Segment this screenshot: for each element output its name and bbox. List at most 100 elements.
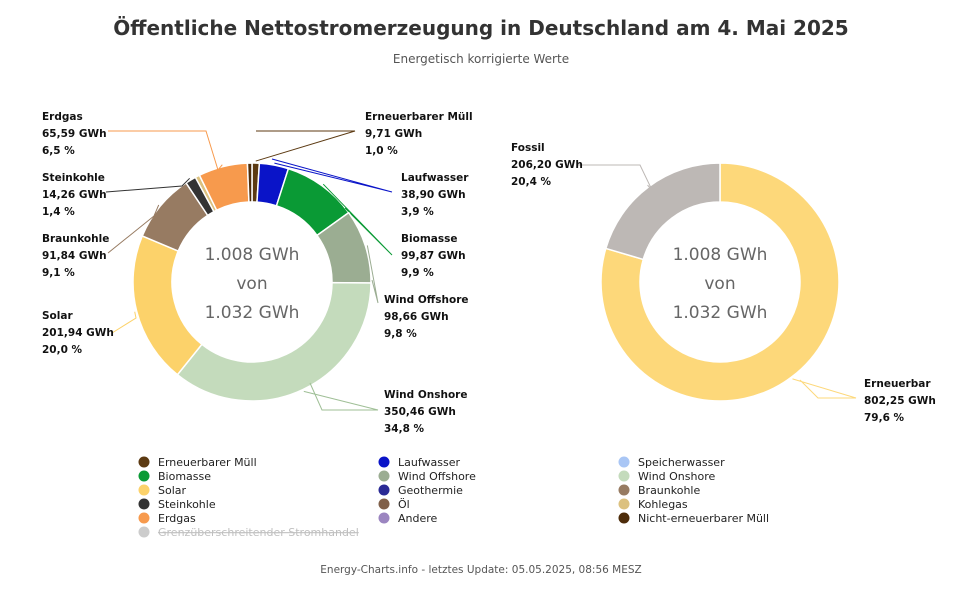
legend-label: Öl bbox=[398, 498, 410, 511]
pie-renewable-vs-fossil: Erneuerbar 802,25 GWh 79,6 % Fossil 206,20 G… bbox=[511, 142, 936, 424]
connector-erneuerbar bbox=[792, 378, 857, 399]
chart-subtitle: Energetisch korrigierte Werte bbox=[392, 52, 570, 66]
legend-item-nicht-erneuerbarer-muell[interactable]: Nicht-erneuerbarer Müll bbox=[618, 512, 770, 525]
legend-label: Braunkohle bbox=[638, 484, 700, 497]
footer-credit[interactable]: Energy-Charts.info - letztes Update: 05.… bbox=[320, 564, 642, 576]
legend-item-oel[interactable]: Öl bbox=[378, 498, 410, 511]
legend-item-geothermie[interactable]: Geothermie bbox=[378, 484, 464, 497]
legend-label: Kohlegas bbox=[638, 498, 688, 511]
legend-item-erneuerbarer-muell[interactable]: Erneuerbarer Müll bbox=[138, 456, 257, 469]
legend-swatch bbox=[378, 484, 390, 496]
connector-solar bbox=[111, 311, 137, 334]
legend-item-erdgas[interactable]: Erdgas bbox=[138, 512, 196, 525]
legend-item-solar[interactable]: Solar bbox=[138, 484, 187, 497]
connector-wind-offshore bbox=[366, 245, 379, 304]
legend-label: Solar bbox=[158, 484, 187, 497]
data-label-erdgas-name: Erdgas bbox=[42, 111, 83, 123]
connector-braunkohle bbox=[107, 204, 160, 254]
legend-label: Andere bbox=[398, 512, 438, 525]
data-label-solar-percent: 20,0 % bbox=[42, 344, 83, 356]
legend-item-laufwasser[interactable]: Laufwasser bbox=[378, 456, 461, 469]
slice-erneuerbar[interactable] bbox=[600, 162, 840, 402]
data-label-fossil-percent: 20,4 % bbox=[511, 176, 552, 188]
legend-swatch bbox=[138, 484, 150, 496]
legend-swatch bbox=[138, 498, 150, 510]
center-label-line-1: 1.008 GWh bbox=[673, 245, 768, 265]
legend-label: Geothermie bbox=[398, 484, 463, 497]
slice-nicht-erneuerbarer-muell[interactable] bbox=[246, 162, 253, 203]
legend-label: Wind Onshore bbox=[638, 470, 715, 483]
chart-title: Öffentliche Nettostromerzeugung in Deuts… bbox=[113, 16, 849, 40]
connector-laufwasser bbox=[271, 158, 393, 193]
legend-swatch bbox=[618, 456, 630, 468]
legend-swatch bbox=[618, 470, 630, 482]
connector-wind-onshore bbox=[303, 382, 379, 411]
data-label-solar-value: 201,94 GWh bbox=[42, 327, 114, 339]
data-label-steinkohle-name: Steinkohle bbox=[42, 172, 105, 184]
slice-wind-onshore[interactable] bbox=[176, 281, 372, 402]
legend: Erneuerbarer Müll Laufwasser Speicherwasse… bbox=[138, 456, 770, 539]
center-label-line-1: 1.008 GWh bbox=[205, 245, 300, 265]
legend-swatch bbox=[618, 484, 630, 496]
data-label-erneuerbarer-muell-name: Erneuerbarer Müll bbox=[365, 111, 473, 123]
center-label-line-2: von bbox=[236, 274, 267, 294]
data-label-fossil-value: 206,20 GWh bbox=[511, 159, 583, 171]
legend-item-braunkohle[interactable]: Braunkohle bbox=[618, 484, 701, 497]
legend-swatch bbox=[618, 512, 630, 524]
legend-swatch bbox=[138, 456, 150, 468]
data-label-wind-offshore-name: Wind Offshore bbox=[384, 294, 469, 306]
legend-swatch bbox=[138, 512, 150, 524]
legend-item-kohlegas[interactable]: Kohlegas bbox=[618, 498, 688, 511]
legend-item-wind-onshore[interactable]: Wind Onshore bbox=[618, 470, 716, 483]
legend-label: Grenzüberschreitender Stromhandel bbox=[158, 526, 359, 539]
legend-item-grenzueberschreitender-stromhandel[interactable]: Grenzüberschreitender Stromhandel bbox=[138, 526, 359, 539]
data-label-wind-onshore-value: 350,46 GWh bbox=[384, 406, 456, 418]
data-label-wind-offshore-percent: 9,8 % bbox=[384, 328, 417, 340]
data-label-solar-name: Solar bbox=[42, 310, 73, 322]
data-label-erneuerbar-value: 802,25 GWh bbox=[864, 395, 936, 407]
legend-swatch bbox=[378, 470, 390, 482]
data-label-steinkohle-percent: 1,4 % bbox=[42, 206, 75, 218]
center-label-line-3: 1.032 GWh bbox=[673, 303, 768, 323]
chart-canvas: Erneuerbarer Müll 9,71 GWh 1,0 % Laufwasser… bbox=[42, 111, 936, 539]
data-label-laufwasser-name: Laufwasser bbox=[401, 172, 469, 184]
legend-label: Erdgas bbox=[158, 512, 196, 525]
legend-swatch bbox=[138, 470, 150, 482]
legend-swatch bbox=[378, 456, 390, 468]
data-label-laufwasser-percent: 3,9 % bbox=[401, 206, 434, 218]
legend-item-wind-offshore[interactable]: Wind Offshore bbox=[378, 470, 477, 483]
legend-label: Erneuerbarer Müll bbox=[158, 456, 257, 469]
legend-label: Wind Offshore bbox=[398, 470, 476, 483]
legend-swatch bbox=[138, 526, 150, 538]
legend-item-andere[interactable]: Andere bbox=[378, 512, 438, 525]
legend-item-biomasse[interactable]: Biomasse bbox=[138, 470, 212, 483]
legend-label: Speicherwasser bbox=[638, 456, 725, 469]
connector-steinkohle bbox=[105, 177, 191, 193]
data-label-biomasse-name: Biomasse bbox=[401, 233, 457, 245]
pie-generation-by-source: Erneuerbarer Müll 9,71 GWh 1,0 % Laufwasser… bbox=[42, 111, 473, 435]
center-label-line-2: von bbox=[704, 274, 735, 294]
data-label-biomasse-percent: 9,9 % bbox=[401, 267, 434, 279]
legend-swatch bbox=[378, 498, 390, 510]
data-label-steinkohle-value: 14,26 GWh bbox=[42, 189, 107, 201]
data-label-fossil-name: Fossil bbox=[511, 142, 545, 154]
legend-label: Steinkohle bbox=[158, 498, 216, 511]
slice-solar[interactable] bbox=[132, 235, 203, 376]
data-label-biomasse-value: 99,87 GWh bbox=[401, 250, 466, 262]
data-label-wind-onshore-name: Wind Onshore bbox=[384, 389, 467, 401]
connector-fossil bbox=[578, 164, 653, 191]
data-label-laufwasser-value: 38,90 GWh bbox=[401, 189, 466, 201]
data-label-braunkohle-value: 91,84 GWh bbox=[42, 250, 107, 262]
data-label-erneuerbar-percent: 79,6 % bbox=[864, 412, 905, 424]
data-label-erneuerbarer-muell-percent: 1,0 % bbox=[365, 145, 398, 157]
legend-label: Laufwasser bbox=[398, 456, 460, 469]
data-label-wind-onshore-percent: 34,8 % bbox=[384, 423, 425, 435]
slice-fossil[interactable] bbox=[604, 162, 721, 261]
legend-label: Biomasse bbox=[158, 470, 211, 483]
legend-label: Nicht-erneuerbarer Müll bbox=[638, 512, 769, 525]
legend-item-steinkohle[interactable]: Steinkohle bbox=[138, 498, 216, 511]
connector-biomasse bbox=[322, 183, 393, 256]
legend-item-speicherwasser[interactable]: Speicherwasser bbox=[618, 456, 726, 469]
connector-erdgas bbox=[108, 130, 223, 172]
center-label-line-3: 1.032 GWh bbox=[205, 303, 300, 323]
